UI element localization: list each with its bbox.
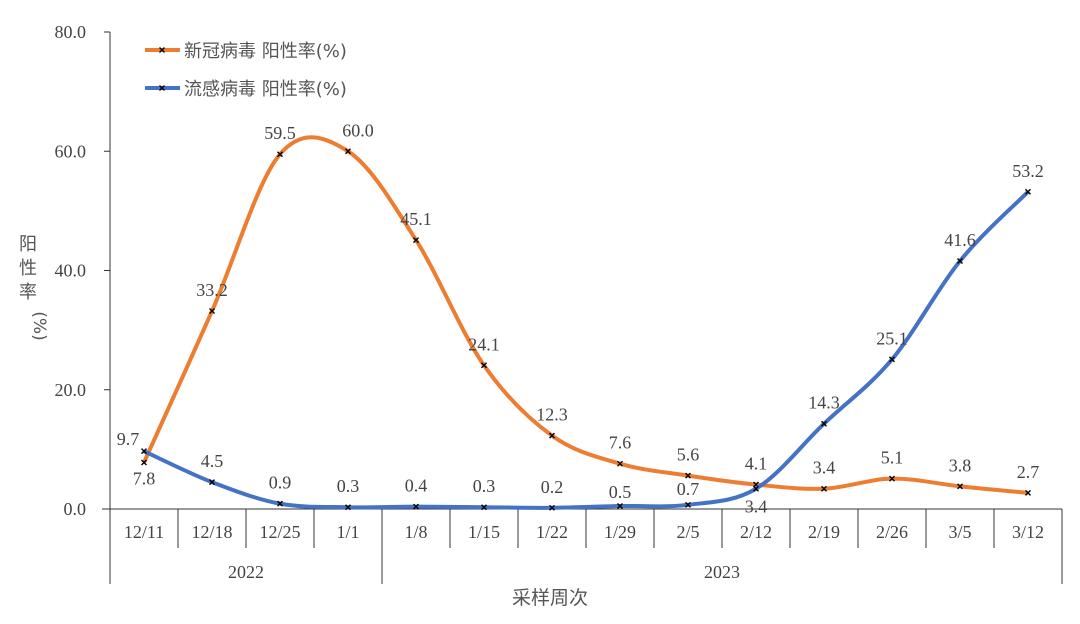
data-label: 59.5 — [264, 123, 296, 143]
data-point-marker — [481, 504, 487, 511]
data-label: 2.7 — [1017, 462, 1040, 482]
data-label: 7.8 — [133, 468, 156, 488]
y-tick-label: 0.0 — [64, 499, 87, 519]
data-label: 0.4 — [405, 476, 428, 496]
data-label: 3.4 — [813, 458, 836, 478]
data-point-marker — [1025, 188, 1031, 195]
x-tick-label: 2/12 — [740, 522, 772, 542]
legend-label: 新冠病毒 阳性率(%) — [184, 41, 347, 62]
data-point-marker — [957, 257, 963, 264]
series-line-covid — [142, 135, 1029, 495]
data-point-marker — [1025, 489, 1031, 496]
year-group-label: 2023 — [704, 562, 740, 582]
data-label: 0.5 — [609, 482, 632, 502]
data-point-marker — [209, 479, 215, 486]
data-label: 53.2 — [1012, 161, 1044, 181]
legend-label: 流感病毒 阳性率(%) — [184, 79, 347, 100]
data-label: 45.1 — [400, 209, 432, 229]
data-point-marker — [345, 504, 351, 511]
data-point-marker — [889, 356, 895, 363]
x-tick-label: 3/5 — [948, 522, 971, 542]
data-point-marker — [685, 472, 691, 479]
y-tick-label: 60.0 — [55, 141, 87, 161]
x-tick-label: 12/18 — [191, 522, 232, 542]
y-axis-title-unit: (%) — [29, 311, 49, 340]
data-point-marker — [345, 148, 351, 155]
x-tick-label: 12/11 — [124, 522, 164, 542]
data-point-marker — [141, 448, 147, 455]
x-axis-title: 采样周次 — [512, 587, 588, 609]
legend-marker — [159, 47, 165, 53]
x-tick-label: 2/19 — [808, 522, 840, 542]
x-tick-label: 1/15 — [468, 522, 500, 542]
data-label: 0.2 — [541, 477, 564, 497]
data-point-marker — [549, 504, 555, 511]
data-point-marker — [209, 308, 215, 315]
data-label: 33.2 — [196, 280, 228, 300]
data-label: 25.1 — [876, 328, 908, 348]
x-tick-label: 1/29 — [604, 522, 636, 542]
data-point-marker — [685, 501, 691, 508]
data-label: 12.3 — [536, 405, 568, 425]
data-point-marker — [413, 237, 419, 244]
y-tick-label: 40.0 — [55, 261, 87, 281]
data-label: 4.5 — [201, 451, 224, 471]
data-label: 0.3 — [473, 476, 496, 496]
x-tick-label: 2/26 — [876, 522, 908, 542]
data-point-marker — [549, 432, 555, 439]
data-point-marker — [753, 485, 759, 492]
data-point-marker — [821, 485, 827, 492]
data-label: 24.1 — [468, 334, 500, 354]
legend-marker — [159, 85, 165, 91]
data-label: 5.6 — [677, 445, 700, 465]
data-label: 5.1 — [881, 448, 904, 468]
y-tick-label: 80.0 — [55, 22, 87, 42]
x-tick-label: 1/22 — [536, 522, 568, 542]
y-axis-title: 阳性率 — [19, 234, 37, 303]
data-label: 9.7 — [117, 429, 140, 449]
data-label: 4.1 — [745, 454, 768, 474]
data-label: 60.0 — [342, 120, 374, 140]
data-point-marker — [617, 503, 623, 510]
data-label: 41.6 — [944, 230, 976, 250]
data-point-marker — [277, 500, 283, 507]
data-point-marker — [957, 483, 963, 490]
data-point-marker — [141, 459, 147, 466]
x-tick-label: 1/1 — [336, 522, 359, 542]
x-tick-label: 1/8 — [404, 522, 427, 542]
data-point-marker — [889, 475, 895, 482]
data-label: 3.8 — [949, 455, 972, 475]
data-label: 0.3 — [337, 476, 360, 496]
data-label: 7.6 — [609, 433, 632, 453]
data-label: 3.4 — [745, 497, 768, 517]
y-tick-label: 20.0 — [55, 380, 87, 400]
data-point-marker — [277, 151, 283, 158]
data-point-marker — [481, 362, 487, 369]
x-tick-label: 12/25 — [259, 522, 300, 542]
data-point-marker — [821, 420, 827, 427]
data-label: 14.3 — [808, 393, 840, 413]
year-group-label: 2022 — [228, 562, 264, 582]
x-tick-label: 2/5 — [676, 522, 699, 542]
x-tick-label: 3/12 — [1012, 522, 1044, 542]
data-label: 0.9 — [269, 473, 292, 493]
data-label: 0.7 — [677, 479, 700, 499]
data-point-marker — [413, 503, 419, 510]
data-point-marker — [617, 460, 623, 467]
